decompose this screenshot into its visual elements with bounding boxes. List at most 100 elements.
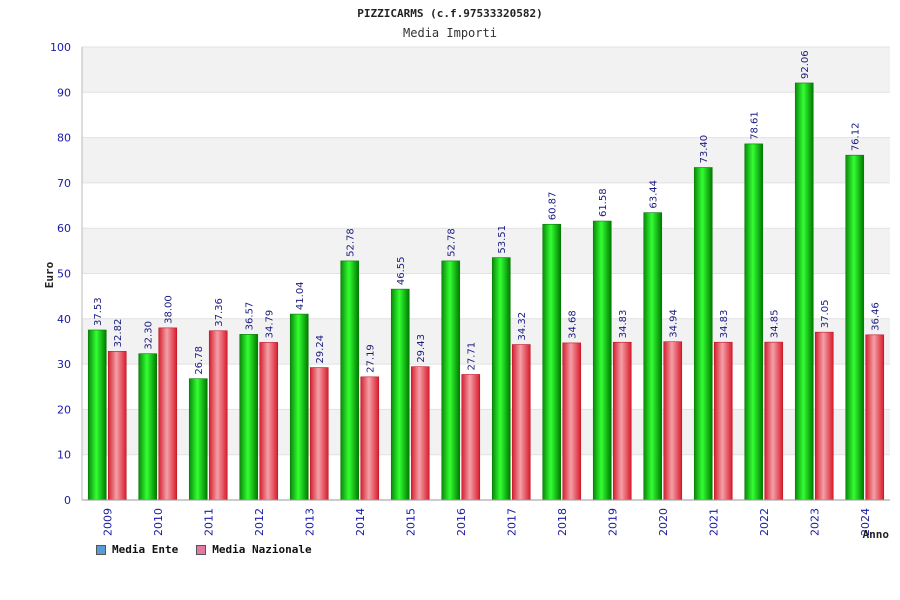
legend: Media Ente Media Nazionale — [96, 543, 312, 556]
bar-chart: PIZZICARMS (c.f.97533320582) Media Impor… — [0, 0, 900, 600]
y-tick-label: 30 — [57, 358, 71, 371]
bar-nazionale-2016 — [462, 374, 480, 500]
value-label-ente-2021: 73.40 — [699, 135, 710, 164]
bar-ente-2012 — [240, 334, 258, 500]
bar-nazionale-2010 — [159, 328, 177, 500]
y-axis-label: Euro — [43, 261, 56, 288]
y-tick-label: 0 — [64, 494, 71, 507]
x-tick-label-2021: 2021 — [707, 508, 720, 536]
value-label-nazionale-2018: 34.68 — [568, 310, 579, 339]
value-label-nazionale-2022: 34.85 — [770, 309, 781, 338]
value-label-ente-2017: 53.51 — [497, 225, 508, 254]
bar-nazionale-2020 — [664, 342, 682, 500]
x-tick-label-2015: 2015 — [404, 508, 417, 536]
value-label-ente-2009: 37.53 — [93, 297, 104, 326]
bar-nazionale-2012 — [260, 342, 278, 500]
value-label-nazionale-2020: 34.94 — [669, 309, 680, 338]
bar-ente-2022 — [745, 144, 763, 500]
value-label-ente-2010: 32.30 — [144, 321, 155, 350]
bar-ente-2015 — [391, 289, 409, 500]
bar-nazionale-2021 — [714, 342, 732, 500]
x-tick-label-2011: 2011 — [202, 508, 215, 536]
bar-nazionale-2019 — [613, 342, 631, 500]
value-label-nazionale-2021: 34.83 — [719, 310, 730, 339]
bar-nazionale-2009 — [108, 351, 126, 500]
x-tick-label-2010: 2010 — [152, 508, 165, 536]
value-label-ente-2019: 61.58 — [598, 188, 609, 217]
value-label-ente-2012: 36.57 — [245, 302, 256, 331]
bar-ente-2016 — [442, 261, 460, 500]
x-axis-label: Anno — [863, 528, 890, 541]
chart-subtitle: Media Importi — [403, 26, 497, 40]
x-tick-label-2018: 2018 — [556, 508, 569, 536]
value-label-ente-2023: 92.06 — [800, 50, 811, 79]
x-tick-label-2013: 2013 — [303, 508, 316, 536]
x-tick-label-2022: 2022 — [758, 508, 771, 536]
value-label-nazionale-2009: 32.82 — [113, 319, 124, 348]
bar-nazionale-2014 — [361, 377, 379, 500]
value-label-ente-2013: 41.04 — [295, 281, 306, 310]
bar-nazionale-2022 — [765, 342, 783, 500]
x-tick-label-2012: 2012 — [253, 508, 266, 536]
value-label-nazionale-2017: 34.32 — [517, 312, 528, 341]
value-label-ente-2016: 52.78 — [447, 228, 458, 257]
value-label-nazionale-2014: 27.19 — [366, 344, 377, 373]
bar-nazionale-2015 — [411, 367, 429, 500]
value-label-nazionale-2010: 38.00 — [164, 295, 175, 324]
value-label-ente-2022: 78.61 — [750, 111, 761, 140]
bar-nazionale-2024 — [866, 335, 884, 500]
grid-band — [82, 47, 890, 92]
bar-nazionale-2023 — [815, 332, 833, 500]
legend-item-ente: Media Ente — [96, 543, 178, 556]
value-label-ente-2014: 52.78 — [346, 228, 357, 257]
bar-nazionale-2018 — [563, 343, 581, 500]
x-tick-label-2017: 2017 — [505, 508, 518, 536]
value-label-nazionale-2019: 34.83 — [618, 310, 629, 339]
x-axis-ticks: 2009 2010 2011 2012 2013 2014 2015 2016 2017 2018… — [101, 508, 872, 536]
legend-swatch-ente — [96, 545, 106, 555]
bar-ente-2021 — [694, 167, 712, 500]
x-tick-label-2023: 2023 — [808, 508, 821, 536]
bar-ente-2024 — [846, 155, 864, 500]
y-tick-label: 80 — [57, 132, 71, 145]
bar-ente-2019 — [593, 221, 611, 500]
value-label-ente-2018: 60.87 — [548, 192, 559, 221]
bar-ente-2013 — [290, 314, 308, 500]
value-label-nazionale-2016: 27.71 — [467, 342, 478, 371]
bar-ente-2011 — [189, 379, 207, 500]
bar-ente-2020 — [644, 213, 662, 500]
value-label-nazionale-2015: 29.43 — [416, 334, 427, 363]
value-label-nazionale-2023: 37.05 — [820, 300, 831, 329]
legend-label-ente: Media Ente — [112, 543, 178, 556]
x-tick-label-2016: 2016 — [455, 508, 468, 536]
bar-nazionale-2017 — [512, 345, 530, 500]
value-label-nazionale-2012: 34.79 — [265, 310, 276, 339]
value-label-nazionale-2013: 29.24 — [315, 335, 326, 364]
bar-ente-2018 — [543, 224, 561, 500]
bar-ente-2023 — [795, 83, 813, 500]
bar-ente-2017 — [492, 258, 510, 500]
legend-swatch-nazionale — [196, 545, 206, 555]
value-label-ente-2020: 63.44 — [649, 180, 660, 209]
chart-title: PIZZICARMS (c.f.97533320582) — [357, 7, 542, 20]
value-label-ente-2011: 26.78 — [194, 346, 205, 375]
bar-ente-2014 — [341, 261, 359, 500]
bar-nazionale-2013 — [310, 368, 328, 500]
grid-band — [82, 228, 890, 273]
y-tick-label: 100 — [50, 41, 71, 54]
grid-band — [82, 183, 890, 228]
bar-ente-2010 — [139, 354, 157, 500]
y-tick-label: 70 — [57, 177, 71, 190]
y-tick-label: 10 — [57, 449, 71, 462]
x-tick-label-2020: 2020 — [657, 508, 670, 536]
value-label-ente-2024: 76.12 — [851, 123, 862, 152]
y-tick-label: 90 — [57, 86, 71, 99]
legend-item-nazionale: Media Nazionale — [196, 543, 311, 556]
legend-label-nazionale: Media Nazionale — [212, 543, 311, 556]
bar-nazionale-2011 — [209, 331, 227, 500]
y-tick-label: 40 — [57, 313, 71, 326]
y-tick-label: 50 — [57, 268, 71, 281]
y-tick-label: 20 — [57, 403, 71, 416]
grid-band — [82, 138, 890, 183]
value-label-ente-2015: 46.55 — [396, 256, 407, 285]
